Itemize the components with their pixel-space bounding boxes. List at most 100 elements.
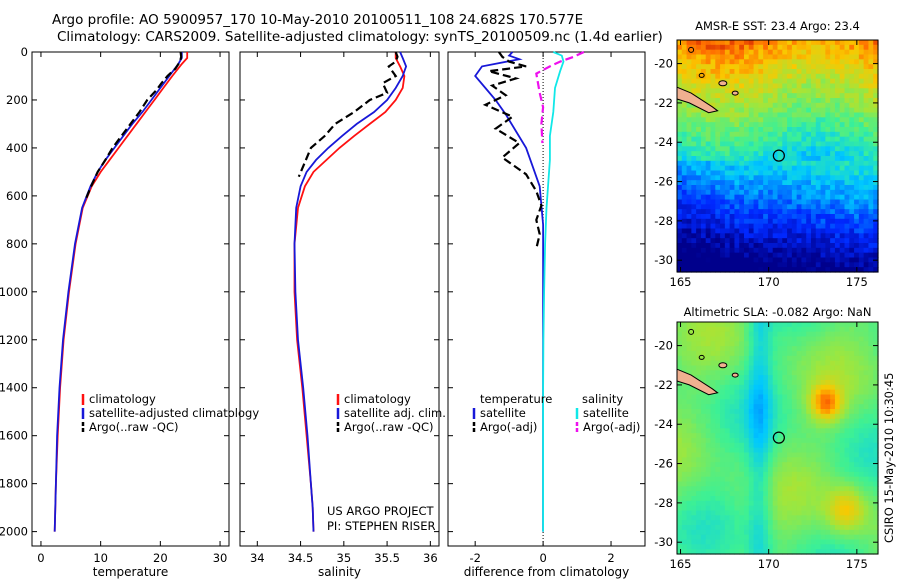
- map-cell: [772, 491, 779, 497]
- map-cell: [782, 78, 788, 85]
- map-cell: [796, 122, 803, 128]
- map-cell: [820, 418, 826, 425]
- map-cell: [677, 515, 683, 521]
- map-cell: [787, 413, 793, 420]
- map-cell: [724, 209, 731, 215]
- map-cell: [677, 399, 683, 405]
- map-cell: [849, 399, 855, 405]
- map-cell: [868, 471, 874, 478]
- map-cell: [834, 122, 841, 128]
- map-cell: [748, 88, 755, 94]
- map-cell: [782, 170, 788, 176]
- map-cell: [834, 218, 841, 225]
- map-cell: [830, 136, 836, 143]
- map-cell: [863, 247, 870, 254]
- map-cell: [801, 73, 807, 80]
- map-cell: [858, 64, 865, 70]
- map-cell: [868, 233, 874, 239]
- map-cell: [677, 165, 683, 172]
- map-cell: [710, 462, 716, 468]
- map-cell: [839, 481, 846, 487]
- map-cell: [834, 93, 841, 99]
- map-cell: [782, 122, 788, 128]
- map-cell: [858, 136, 865, 143]
- map-cell: [677, 112, 683, 118]
- map-cell: [796, 233, 803, 239]
- map-cell: [806, 413, 812, 420]
- map-cell: [806, 64, 812, 70]
- map-cell: [849, 447, 855, 454]
- map-cell: [681, 54, 688, 60]
- map-cell: [686, 529, 692, 536]
- map-cell: [772, 351, 779, 357]
- map-cell: [839, 438, 846, 444]
- map-cell: [844, 122, 850, 128]
- map-cell: [744, 199, 750, 205]
- map-cell: [724, 404, 731, 410]
- map-cell: [825, 549, 831, 555]
- map-cell: [696, 88, 702, 94]
- map-cell: [830, 107, 836, 114]
- map-cell: [791, 336, 798, 342]
- map-cell: [868, 185, 874, 191]
- map-cell: [696, 375, 702, 381]
- map-cell: [777, 534, 783, 541]
- map-cell: [772, 529, 779, 536]
- map-cell: [854, 404, 860, 410]
- map-cell: [710, 209, 716, 215]
- map-cell: [748, 389, 755, 396]
- map-cell: [791, 418, 798, 425]
- map-cell: [787, 199, 793, 205]
- map-cell: [811, 389, 817, 396]
- map-cell: [849, 112, 855, 118]
- map-cell: [844, 112, 850, 118]
- map-cell: [868, 127, 874, 133]
- map-cell: [844, 534, 850, 541]
- map-cell: [686, 88, 692, 94]
- map-cell: [782, 146, 788, 152]
- map-cell: [777, 365, 783, 371]
- map-cell: [700, 64, 707, 70]
- map-cell: [724, 54, 731, 60]
- map-cell: [782, 156, 788, 162]
- map-y-tick-label: -30: [654, 535, 673, 549]
- map-cell: [806, 127, 812, 133]
- map-cell: [796, 59, 803, 65]
- map-cell: [691, 423, 697, 429]
- map-cell: [820, 180, 826, 186]
- map-cell: [700, 223, 707, 230]
- map-cell: [763, 180, 769, 186]
- map-cell: [715, 438, 721, 444]
- map-cell: [811, 520, 817, 526]
- map-cell: [830, 40, 836, 46]
- map-cell: [686, 243, 692, 249]
- map-cell: [820, 165, 826, 172]
- map-cell: [758, 471, 764, 478]
- map-cell: [729, 141, 736, 147]
- map-cell: [834, 64, 841, 70]
- map-cell: [696, 54, 702, 60]
- map-cell: [796, 214, 803, 220]
- map-cell: [791, 442, 798, 449]
- map-cell: [811, 127, 817, 133]
- map-cell: [863, 491, 870, 497]
- map-cell: [681, 204, 688, 210]
- map-cell: [720, 384, 726, 391]
- map-cell: [854, 228, 860, 234]
- map-cell: [839, 151, 846, 157]
- map-cell: [753, 476, 759, 483]
- map-cell: [834, 413, 841, 420]
- map-cell: [830, 223, 836, 230]
- map-cell: [710, 228, 716, 234]
- map-cell: [748, 380, 755, 386]
- map-cell: [710, 442, 716, 449]
- map-cell: [681, 131, 688, 138]
- legend-label: satellite-adjusted climatology: [89, 406, 259, 420]
- map-cell: [763, 262, 769, 268]
- map-cell: [801, 204, 807, 210]
- map-cell: [811, 180, 817, 186]
- map-cell: [844, 413, 850, 420]
- map-cell: [700, 404, 707, 410]
- map-cell: [806, 409, 812, 415]
- plot-title-line2: Climatology: CARS2009. Satellite-adjuste…: [57, 29, 663, 45]
